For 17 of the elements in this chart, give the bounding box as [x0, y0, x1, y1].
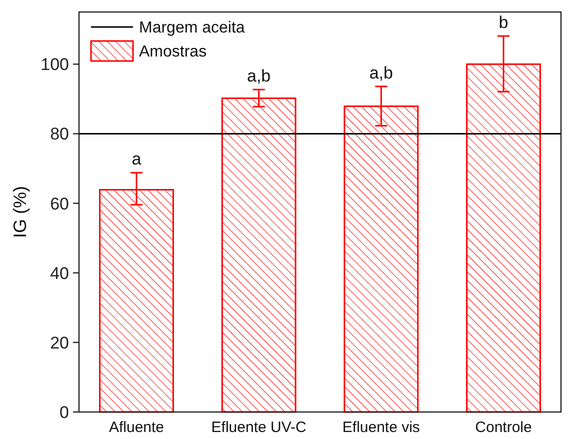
x-tick-label: Afluente [108, 419, 164, 436]
legend-label: Margem aceita [139, 20, 245, 37]
y-axis-title: IG (%) [10, 186, 30, 238]
y-tick-label: 0 [60, 402, 69, 422]
y-tick-label: 20 [50, 333, 69, 352]
y-tick-label: 80 [50, 124, 69, 144]
y-tick-label: 100 [40, 55, 69, 74]
x-tick-label: Efluente UV-C [211, 419, 307, 436]
x-tick-label: Controle [475, 419, 532, 436]
annotation: a,b [369, 63, 393, 82]
y-tick-label: 60 [50, 194, 69, 214]
x-tick-label: Efluente vis [342, 419, 420, 436]
annotation: a,b [247, 66, 271, 86]
y-tick-label: 40 [50, 264, 69, 283]
annotation: b [498, 13, 508, 32]
annotation: a [132, 150, 142, 169]
legend-label: Amostras [139, 44, 207, 61]
